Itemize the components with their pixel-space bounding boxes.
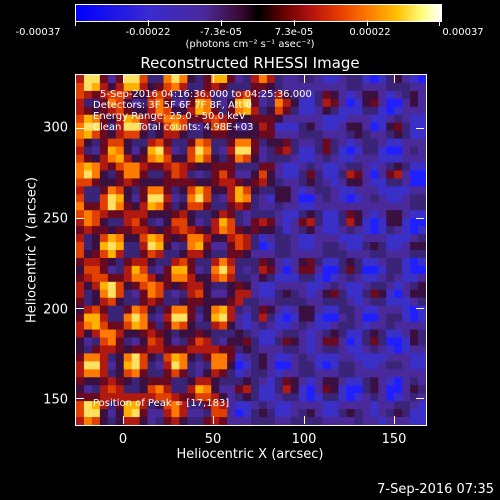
colorbar-tick-label: 0.00022: [349, 27, 391, 38]
x-tick: [304, 75, 305, 83]
x-tick-label: 150: [381, 432, 407, 447]
time-range-label: 5-Sep-2016 04:16:36.000 to 04:25:36.000: [100, 89, 312, 100]
y-tick: [76, 308, 84, 309]
x-axis-label: Heliocentric X (arcsec): [176, 447, 324, 462]
colorbar-tick: [75, 20, 76, 26]
colorbar-tick: [221, 20, 222, 26]
colorbar-tick-label: 0.00037: [442, 27, 484, 38]
colorbar-units: (photons cm⁻² s⁻¹ asec⁻²): [185, 39, 315, 50]
y-axis-label: Heliocentric Y (arcsec): [24, 177, 40, 323]
y-tick-label: 150: [43, 392, 68, 408]
peak-position-label: Position of Peak = [17,183]: [93, 398, 230, 409]
x-tick-label: 0: [118, 432, 128, 447]
x-tick: [123, 75, 124, 83]
y-tick: [416, 308, 424, 309]
colorbar-tick-label: 7.3e-05: [274, 27, 314, 38]
y-tick-label: 250: [43, 211, 68, 227]
y-tick: [76, 218, 84, 219]
colorbar-tick: [294, 20, 295, 26]
colorbar-tick-label: -0.00022: [125, 27, 171, 38]
x-tick: [394, 75, 395, 83]
reconstructed-image: [75, 74, 427, 426]
detectors-label: Detectors: 3F 5F 6F 7F 8F, Att 0: [93, 100, 253, 111]
generation-timestamp: 7-Sep-2016 07:35: [377, 482, 494, 497]
y-tick: [76, 128, 84, 129]
x-tick: [213, 75, 214, 83]
y-tick: [76, 398, 84, 399]
x-tick-label: 50: [204, 432, 222, 447]
plot-title: Reconstructed RHESSI Image: [140, 54, 360, 72]
x-tick: [394, 416, 395, 424]
y-tick: [416, 218, 424, 219]
colorbar-tick: [439, 20, 440, 26]
y-tick: [416, 398, 424, 399]
image-pixels: [76, 75, 426, 425]
y-tick-label: 300: [43, 120, 68, 136]
colorbar-tick-label: -0.00037: [15, 27, 61, 38]
y-tick: [416, 128, 424, 129]
colorbar: [75, 4, 442, 22]
x-tick: [213, 416, 214, 424]
clean-counts-label: Clean Total counts: 4.98E+03: [93, 122, 254, 133]
x-tick-label: 100: [291, 432, 317, 447]
energy-range-label: Energy Range: 25.0 - 50.0 keV: [93, 111, 246, 122]
x-tick: [304, 416, 305, 424]
colorbar-tick: [148, 20, 149, 26]
colorbar-tick-label: -7.3e-05: [200, 27, 242, 38]
x-tick: [123, 416, 124, 424]
colorbar-tick: [367, 20, 368, 26]
y-tick-label: 200: [43, 302, 68, 318]
